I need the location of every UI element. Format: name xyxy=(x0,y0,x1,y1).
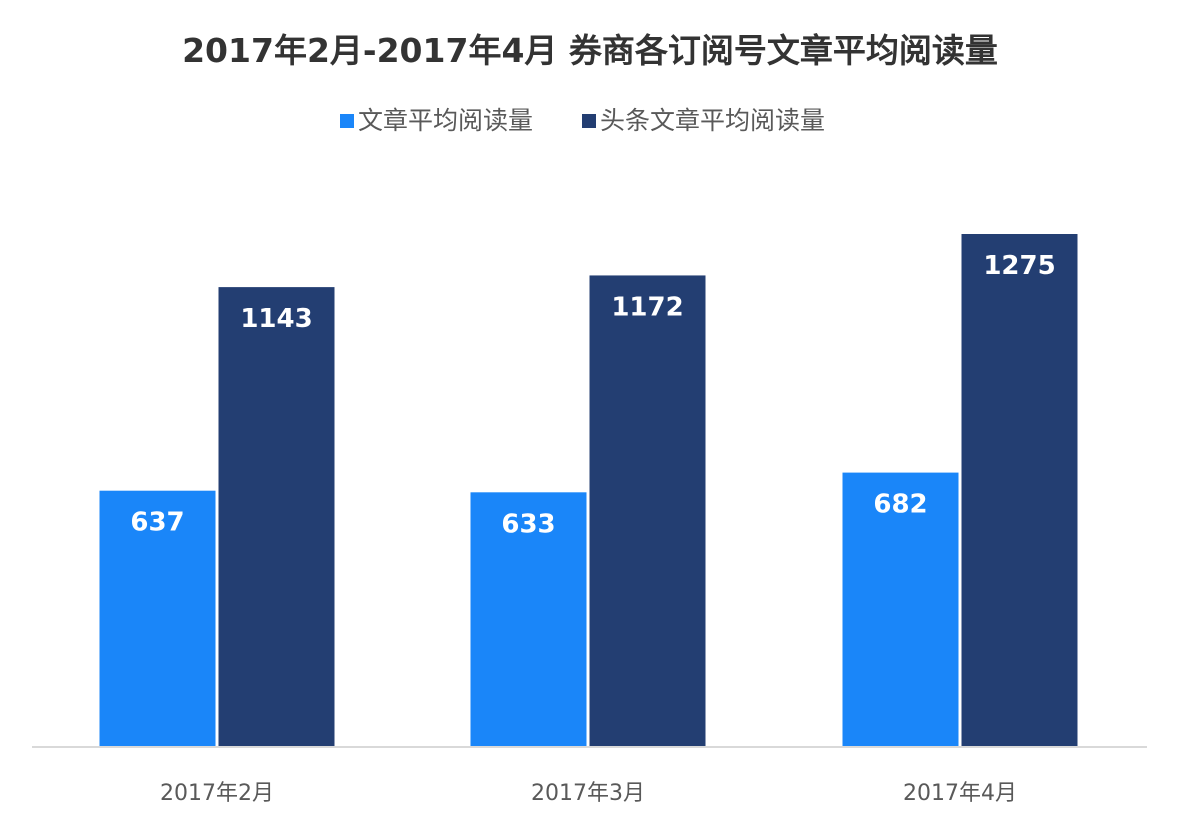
bar-labels: 637 1143 633 1172 682 1275 xyxy=(130,251,1055,539)
x-tick-label-3: 2017年4月 xyxy=(903,781,1017,806)
data-label-series-2-3: 1275 xyxy=(983,251,1055,281)
x-tick-label-2: 2017年3月 xyxy=(531,781,645,806)
bar-series-1-3 xyxy=(842,472,959,747)
data-label-series-1-3: 682 xyxy=(873,490,927,520)
legend-swatch-series-1 xyxy=(340,114,354,128)
legend-label-series-1: 文章平均阅读量 xyxy=(358,106,533,135)
chart-title: 2017年2月-2017年4月 券商各订阅号文章平均阅读量 xyxy=(182,31,998,70)
bar-series-2-2 xyxy=(589,275,706,747)
bar-series-2-1 xyxy=(218,287,335,747)
x-axis-tick-labels: 2017年2月 2017年3月 2017年4月 xyxy=(160,781,1017,806)
legend-swatch-series-2 xyxy=(582,114,596,128)
bar-series-1-2 xyxy=(470,492,587,747)
data-label-series-1-1: 637 xyxy=(130,508,184,538)
data-label-series-1-2: 633 xyxy=(501,509,555,539)
x-tick-label-1: 2017年2月 xyxy=(160,781,274,806)
bar-series-1-1 xyxy=(99,490,216,747)
data-label-series-2-1: 1143 xyxy=(240,304,312,334)
legend-label-series-2: 头条文章平均阅读量 xyxy=(600,106,825,135)
bar-series-2-3 xyxy=(961,234,1078,747)
legend: 文章平均阅读量 头条文章平均阅读量 xyxy=(340,106,825,135)
data-label-series-2-2: 1172 xyxy=(611,292,683,322)
bars xyxy=(99,234,1078,747)
